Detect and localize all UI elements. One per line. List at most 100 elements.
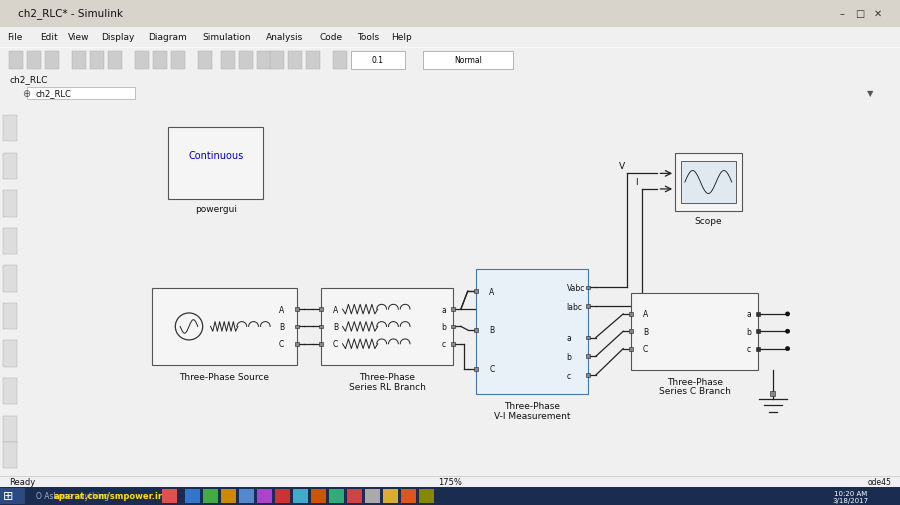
Text: a: a xyxy=(746,310,751,319)
Text: A: A xyxy=(490,287,494,296)
Text: Display: Display xyxy=(101,33,134,42)
Bar xyxy=(675,154,742,212)
Bar xyxy=(320,325,323,329)
Text: B: B xyxy=(333,322,338,331)
Text: B: B xyxy=(279,322,284,331)
Bar xyxy=(586,373,590,377)
Text: A: A xyxy=(279,305,284,314)
Text: ch2_RLC* - Simulink: ch2_RLC* - Simulink xyxy=(18,9,123,19)
Bar xyxy=(400,489,416,503)
Bar xyxy=(306,52,320,69)
Text: powergui: powergui xyxy=(195,205,237,214)
Text: Series RL Branch: Series RL Branch xyxy=(348,382,426,391)
Bar xyxy=(473,290,478,293)
Bar xyxy=(629,347,633,351)
Bar xyxy=(756,313,760,316)
Bar xyxy=(451,308,455,312)
Bar xyxy=(473,328,478,332)
Text: B: B xyxy=(490,326,494,335)
Bar xyxy=(629,313,633,316)
Text: Diagram: Diagram xyxy=(148,33,187,42)
Bar xyxy=(198,52,212,69)
Text: Code: Code xyxy=(320,33,343,42)
Text: ⊕: ⊕ xyxy=(22,88,31,98)
Bar xyxy=(320,308,323,312)
Bar xyxy=(27,52,41,69)
Bar xyxy=(3,266,17,292)
Bar xyxy=(152,288,297,365)
Bar xyxy=(171,52,185,69)
Text: ode45: ode45 xyxy=(867,477,891,486)
Bar xyxy=(3,304,17,330)
Text: V-I Measurement: V-I Measurement xyxy=(493,411,570,420)
Text: File: File xyxy=(7,33,22,42)
Text: Iabc: Iabc xyxy=(566,302,582,311)
Bar xyxy=(3,378,17,405)
Text: Continuous: Continuous xyxy=(188,150,244,160)
Bar xyxy=(756,330,760,333)
Text: ch2_RLC: ch2_RLC xyxy=(9,75,48,84)
Text: C: C xyxy=(643,344,648,354)
Text: aparat.com/smpower.ir: aparat.com/smpower.ir xyxy=(54,491,163,500)
Bar xyxy=(3,116,17,142)
Text: C: C xyxy=(279,339,284,348)
Bar xyxy=(3,228,17,255)
Bar xyxy=(3,341,17,367)
Text: c: c xyxy=(566,371,571,380)
Bar xyxy=(586,355,590,359)
Text: Three-Phase Source: Three-Phase Source xyxy=(179,372,269,381)
Text: Series C Branch: Series C Branch xyxy=(659,387,731,395)
Bar xyxy=(364,489,380,503)
Text: 10:20 AM: 10:20 AM xyxy=(834,490,867,496)
Text: Scope: Scope xyxy=(695,217,722,226)
Bar xyxy=(328,489,344,503)
Bar xyxy=(220,52,235,69)
Bar xyxy=(475,269,588,394)
Text: c: c xyxy=(746,344,751,354)
Bar xyxy=(292,489,308,503)
Text: ch2_RLC: ch2_RLC xyxy=(36,89,72,98)
Bar xyxy=(9,52,23,69)
Bar xyxy=(346,489,362,503)
Bar xyxy=(351,52,405,69)
Text: □: □ xyxy=(855,9,864,19)
Bar xyxy=(423,52,513,69)
Text: Help: Help xyxy=(392,33,412,42)
Text: Three-Phase: Three-Phase xyxy=(359,372,415,381)
Text: b: b xyxy=(746,327,751,336)
Bar xyxy=(473,367,478,371)
Text: Tools: Tools xyxy=(357,33,380,42)
Bar xyxy=(382,489,398,503)
Text: Simulation: Simulation xyxy=(202,33,251,42)
Circle shape xyxy=(785,312,790,317)
Bar xyxy=(3,416,17,442)
Bar xyxy=(681,162,735,204)
Text: ▼: ▼ xyxy=(867,89,873,98)
Bar xyxy=(586,286,590,290)
Text: c: c xyxy=(441,339,446,348)
Text: 3/18/2017: 3/18/2017 xyxy=(832,497,868,503)
Text: ✕: ✕ xyxy=(873,9,882,19)
Bar xyxy=(288,52,302,69)
Text: C: C xyxy=(333,339,338,348)
Text: b: b xyxy=(441,322,446,331)
Bar xyxy=(333,52,347,69)
Text: b: b xyxy=(566,352,572,361)
Bar xyxy=(270,52,284,69)
Text: A: A xyxy=(333,305,338,314)
Text: I: I xyxy=(635,177,638,186)
Bar xyxy=(294,325,299,329)
Bar xyxy=(629,330,633,333)
Text: Three-Phase: Three-Phase xyxy=(504,401,560,410)
Bar xyxy=(294,308,299,312)
Bar xyxy=(45,52,59,69)
Bar xyxy=(72,52,86,69)
Circle shape xyxy=(785,346,790,351)
Text: O Ask me anything: O Ask me anything xyxy=(36,491,109,500)
Text: 0.1: 0.1 xyxy=(372,56,384,65)
Text: C: C xyxy=(490,365,494,374)
Bar xyxy=(756,347,760,351)
Bar xyxy=(3,191,17,217)
Bar xyxy=(256,489,272,503)
Text: a: a xyxy=(441,305,446,314)
